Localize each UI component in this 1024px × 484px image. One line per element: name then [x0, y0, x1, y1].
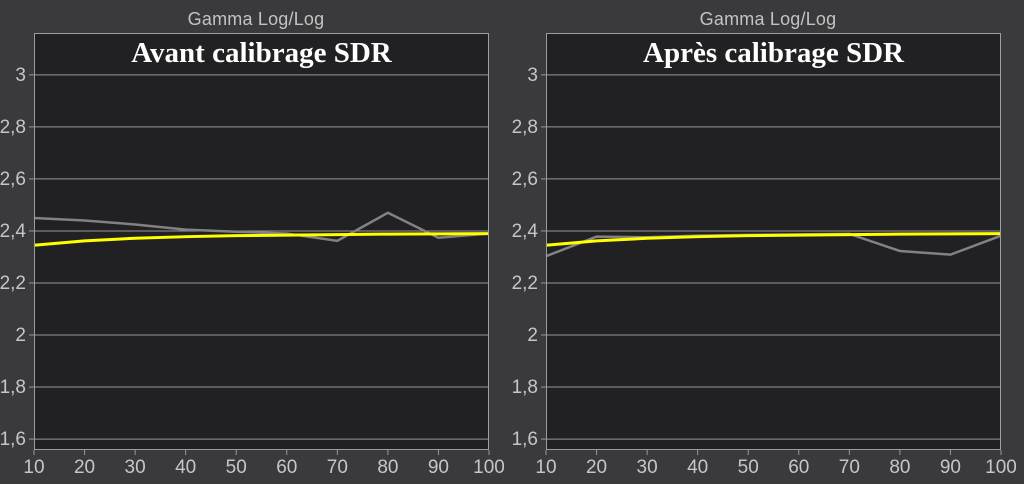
plot-area — [34, 33, 489, 450]
y-axis-tick-label: 1,6 — [512, 429, 538, 450]
x-axis-tick-label: 40 — [175, 457, 196, 478]
gamma-plot-before: 3 2,8 2,6 2,4 2,2 2 1,8 1,6 10 20 30 40 50 60 70 80 90 10… — [0, 33, 505, 478]
x-axis-tick-label: 50 — [226, 457, 247, 478]
plot-border — [34, 33, 489, 450]
y-axis-tick-label: 1,6 — [0, 429, 26, 450]
y-axis-tick-label: 2,8 — [512, 117, 538, 138]
y-axis-tick-label: 2,4 — [512, 221, 538, 242]
y-axis-tick-label: 2,8 — [0, 117, 26, 138]
y-axis-tick-label: 2 — [15, 325, 26, 346]
y-axis-tick-label: 2,2 — [0, 273, 26, 294]
x-axis-tick-label: 10 — [23, 457, 44, 478]
x-axis-tick-label: 90 — [428, 457, 449, 478]
x-axis-tick-label: 40 — [687, 457, 708, 478]
chart-before-calibration: 3 2,8 2,6 2,4 2,2 2 1,8 1,6 10 20 30 40 50 60 70 80 90 10… — [0, 9, 505, 478]
x-axis-tick-label: 10 — [535, 457, 556, 478]
x-axis-tick-label: 100 — [473, 457, 505, 478]
chart-after-calibration: 3 2,8 2,6 2,4 2,2 2 1,8 1,6 10 20 30 40 50 60 70 80 90 10… — [512, 0, 1024, 484]
y-axis-tick-label: 3 — [527, 65, 538, 86]
chart-header-label: Gamma Log/Log — [699, 9, 837, 29]
y-axis-tick-label: 3 — [15, 65, 26, 86]
x-axis-tick-label: 90 — [940, 457, 961, 478]
y-axis-tick-label: 2,2 — [512, 273, 538, 294]
plot-border — [546, 33, 1001, 450]
y-axis-tick-label: 1,8 — [512, 377, 538, 398]
y-axis-tick-label: 2,4 — [0, 221, 26, 242]
x-axis-tick-label: 80 — [889, 457, 910, 478]
x-axis-tick-label: 100 — [985, 457, 1017, 478]
y-axis-tick-label: 2,6 — [0, 169, 26, 190]
chart-header-label: Gamma Log/Log — [187, 9, 325, 29]
measured-gamma-line — [33, 211, 490, 243]
gamma-plot-after: 3 2,8 2,6 2,4 2,2 2 1,8 1,6 10 20 30 40 50 60 70 80 90 10… — [512, 33, 1017, 478]
y-axis-tick-label: 1,8 — [0, 377, 26, 398]
x-axis-tick-label: 30 — [125, 457, 146, 478]
y-axis-tick-label: 2,6 — [512, 169, 538, 190]
x-axis-tick-label: 20 — [586, 457, 607, 478]
x-axis-tick-label: 50 — [738, 457, 759, 478]
y-axis-tick-label: 2 — [527, 325, 538, 346]
x-axis-tick-label: 30 — [637, 457, 658, 478]
x-axis-tick-label: 20 — [74, 457, 95, 478]
reference-gamma-line — [33, 232, 490, 247]
plot-area — [546, 33, 1001, 450]
x-axis-tick-label: 70 — [327, 457, 348, 478]
x-axis-tick-label: 60 — [788, 457, 809, 478]
x-axis-tick-label: 80 — [377, 457, 398, 478]
x-axis-tick-label: 60 — [276, 457, 297, 478]
x-axis-tick-label: 70 — [839, 457, 860, 478]
reference-gamma-line — [545, 232, 1002, 247]
